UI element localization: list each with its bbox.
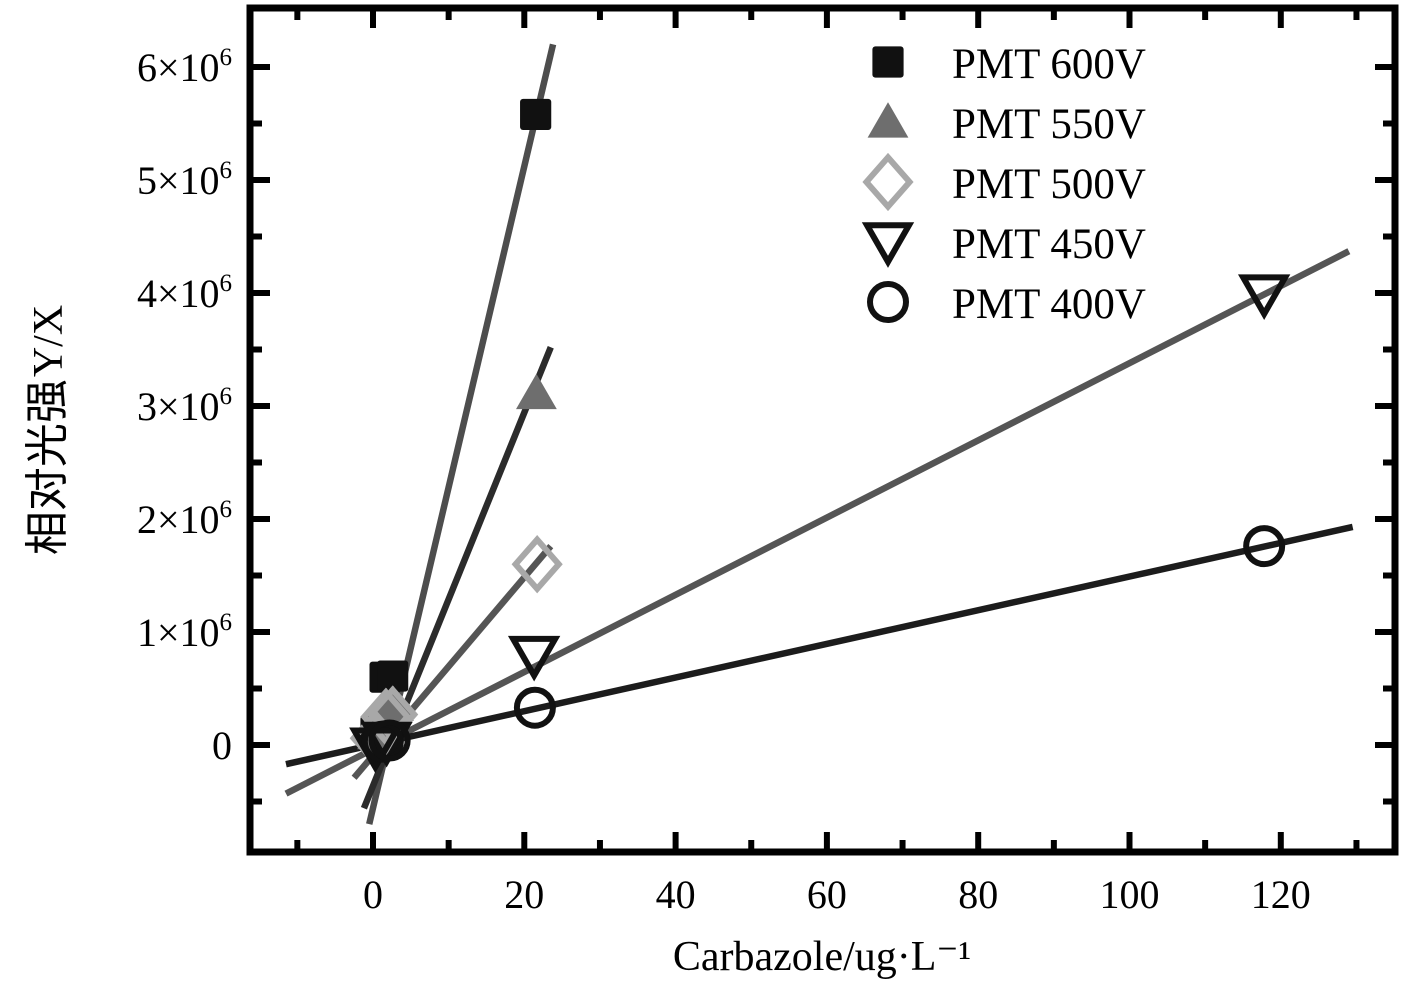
- x-tick-label: 0: [363, 872, 383, 917]
- fit-line-pmt-450v: [284, 248, 1351, 797]
- legend: PMT 600V PMT 550V PMT 500V PMT 450V PMT 400V: [861, 41, 1146, 328]
- x-tick-label: 120: [1251, 872, 1311, 917]
- legend-item[interactable]: PMT 550V: [867, 101, 1146, 148]
- axis-ticks: [250, 8, 1395, 852]
- data-point-marker: [511, 535, 563, 594]
- y-tick-label: 1×106: [137, 609, 232, 655]
- data-point-marker: [520, 98, 552, 131]
- legend-marker: [861, 222, 915, 268]
- y-tick-label: 0: [212, 723, 232, 768]
- legend-marker: [872, 46, 904, 78]
- plot-frame: [246, 4, 1399, 856]
- fit-line-pmt-400v: [285, 523, 1354, 768]
- y-tick-label: 5×106: [137, 157, 232, 203]
- y-tick-label: 6×106: [137, 44, 232, 90]
- x-tick-label: 80: [958, 872, 998, 917]
- x-tick-label: 40: [656, 872, 696, 917]
- x-tick-label: 100: [1100, 872, 1160, 917]
- x-tick-label: 60: [807, 872, 847, 917]
- legend-item[interactable]: PMT 400V: [867, 281, 1146, 328]
- data-point-marker: [1243, 525, 1286, 568]
- data-point-marker: [516, 373, 557, 410]
- data-point-marker: [1237, 274, 1291, 320]
- y-tick-label: 3×106: [137, 383, 232, 429]
- legend-label: PMT 450V: [952, 221, 1146, 268]
- data-point-marker: [368, 719, 411, 762]
- data-point-marker: [377, 660, 409, 692]
- legend-label: PMT 550V: [952, 101, 1146, 148]
- legend-label: PMT 600V: [952, 41, 1146, 88]
- svg-text:相对光强Y/X: 相对光强Y/X: [22, 305, 73, 555]
- x-axis-title: Carbazole/ug·L⁻¹: [673, 934, 971, 980]
- legend-item[interactable]: PMT 450V: [861, 221, 1146, 268]
- y-tick-label: 2×106: [137, 496, 232, 542]
- y-axis-title: 相对光强Y/X: [22, 305, 73, 555]
- y-axis-title-cjk: 相对光强: [22, 379, 73, 555]
- legend-marker: [862, 152, 914, 212]
- legend-marker: [867, 102, 909, 138]
- y-axis-title-latin: Y/X: [26, 305, 72, 377]
- y-tick-label: 4×106: [137, 270, 232, 316]
- legend-label: PMT 500V: [952, 161, 1146, 208]
- data-point-marker: [360, 687, 412, 746]
- legend-item[interactable]: PMT 500V: [862, 152, 1146, 212]
- data-point-marker: [513, 686, 556, 729]
- legend-marker: [867, 281, 909, 323]
- tick-labels: 0 20 40 60 80 100 120 0 1×106 2×106 3×106 4×106 5×10…: [137, 44, 1311, 917]
- data-point-marker: [507, 635, 561, 682]
- data-points-pmt-400v: [361, 525, 1286, 763]
- series-layer: [284, 43, 1354, 825]
- legend-label: PMT 400V: [952, 281, 1146, 328]
- legend-item[interactable]: PMT 600V: [872, 41, 1146, 88]
- x-tick-label: 20: [504, 872, 544, 917]
